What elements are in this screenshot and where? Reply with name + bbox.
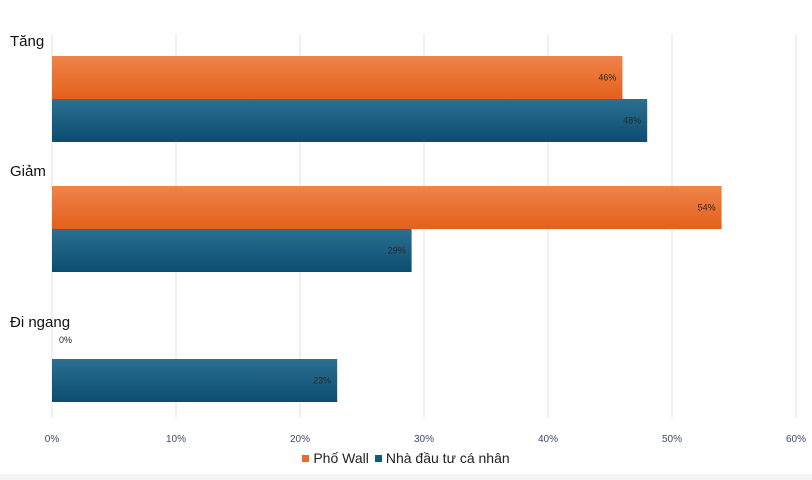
bar-value-label: 23% (313, 376, 331, 386)
bar (52, 229, 412, 272)
category-label: Tăng (10, 33, 44, 50)
bar-value-label: 29% (388, 246, 406, 256)
legend-item-retail-investors: Nhà đầu tư cá nhân (374, 450, 510, 466)
bar-value-label: 48% (623, 116, 641, 126)
bar (52, 56, 623, 99)
bar-value-label: 46% (598, 73, 616, 83)
bar (52, 186, 722, 229)
footer-strip (0, 474, 812, 480)
legend-label-wall-street: Phố Wall (313, 450, 369, 466)
legend-swatch-orange (302, 454, 310, 462)
x-tick-label: 60% (786, 434, 806, 445)
x-tick-label: 0% (45, 434, 60, 445)
bar (52, 359, 338, 402)
x-tick-label: 40% (538, 434, 558, 445)
category-label: Đi ngang (10, 314, 70, 331)
x-tick-label: 30% (414, 434, 434, 445)
legend-swatch-blue (374, 454, 382, 462)
bar-value-label: 54% (698, 203, 716, 213)
legend: Phố Wall Nhà đầu tư cá nhân (0, 450, 812, 466)
legend-item-wall-street: Phố Wall (302, 450, 369, 466)
x-tick-label: 50% (662, 434, 682, 445)
bar-value-label: 0% (59, 335, 72, 345)
x-tick-label: 10% (166, 434, 186, 445)
x-tick-label: 20% (290, 434, 310, 445)
bar (52, 99, 648, 142)
category-label: Giảm (10, 163, 46, 180)
legend-label-retail-investors: Nhà đầu tư cá nhân (385, 450, 510, 466)
